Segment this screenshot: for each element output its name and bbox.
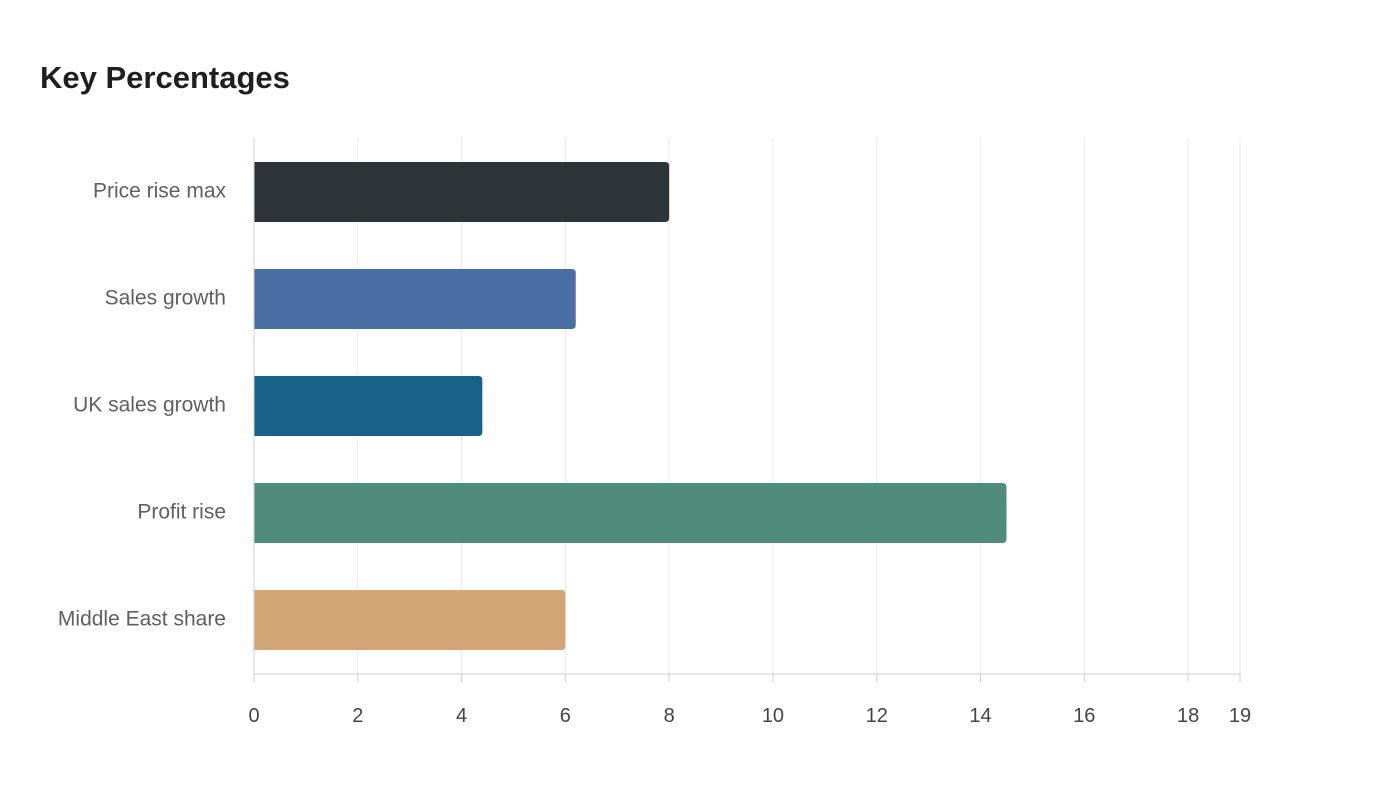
category-label-3: Profit rise [137, 501, 226, 524]
chart-title: Key Percentages [40, 60, 290, 95]
x-tick-label-0: 0 [248, 705, 259, 727]
x-tick-label-6: 12 [866, 705, 888, 727]
x-axis: 0 2 4 6 8 10 12 14 16 18 19 [248, 138, 1251, 727]
category-labels: Price rise max Sales growth UK sales growt… [58, 180, 227, 631]
x-tick-label-7: 14 [969, 705, 991, 727]
bar-3 [254, 483, 1007, 543]
x-tick-label-3: 6 [560, 705, 571, 727]
x-tick-label-5: 10 [762, 705, 784, 727]
bar-4 [254, 590, 566, 650]
category-label-2: UK sales growth [73, 394, 226, 417]
x-tick-label-4: 8 [664, 705, 675, 727]
bar-2 [254, 376, 483, 436]
x-tick-label-2: 4 [456, 705, 467, 727]
x-tick-label-9: 18 [1177, 705, 1199, 727]
x-tick-label-1: 2 [352, 705, 363, 727]
category-label-4: Middle East share [58, 608, 226, 631]
x-tick-label-10: 19 [1229, 705, 1251, 727]
category-label-1: Sales growth [105, 287, 226, 310]
bars [254, 162, 1007, 650]
bar-0 [254, 162, 670, 222]
bar-1 [254, 269, 576, 329]
category-label-0: Price rise max [93, 180, 227, 203]
x-tick-label-8: 16 [1073, 705, 1095, 727]
